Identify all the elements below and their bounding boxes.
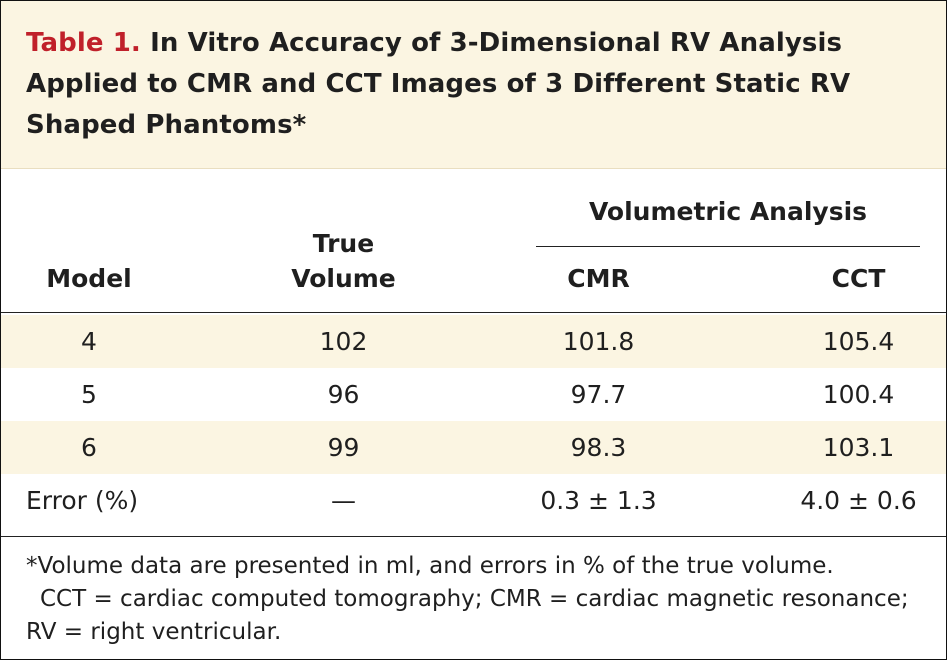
cell-cct: 100.4 xyxy=(822,380,895,409)
table-row: 6 99 98.3 103.1 xyxy=(1,421,946,474)
header-rule xyxy=(1,312,946,313)
table-title: Table 1. In Vitro Accuracy of 3-Dimensio… xyxy=(26,23,906,146)
cell-true-volume: 96 xyxy=(327,380,360,409)
cell-cmr-error: 0.3 ± 1.3 xyxy=(540,486,657,515)
error-row: Error (%) — 0.3 ± 1.3 4.0 ± 0.6 xyxy=(1,474,946,527)
table-footnote: *Volume data are presented in ml, and er… xyxy=(26,550,926,649)
true-volume-header-line2: Volume xyxy=(291,264,396,293)
column-header-model: Model xyxy=(46,264,132,293)
cell-cct-error: 4.0 ± 0.6 xyxy=(800,486,917,515)
cell-cct: 105.4 xyxy=(822,327,895,356)
table-row: 4 102 101.8 105.4 xyxy=(1,315,946,368)
cell-true-volume: 99 xyxy=(327,433,360,462)
cell-cmr: 98.3 xyxy=(570,433,627,462)
cell-cct: 103.1 xyxy=(822,433,895,462)
column-header-cmr: CMR xyxy=(567,264,630,293)
table-number: Table 1. xyxy=(26,28,141,58)
volumetric-analysis-header: Volumetric Analysis xyxy=(588,197,868,226)
cell-true-volume: 102 xyxy=(319,327,368,356)
cell-model: 5 xyxy=(81,380,97,409)
table-title-text: In Vitro Accuracy of 3-Dimensional RV An… xyxy=(26,28,851,140)
footnote-line-3: RV = right ventricular. xyxy=(26,619,282,645)
column-header-cct: CCT xyxy=(831,264,886,293)
cell-model: 6 xyxy=(81,433,97,462)
cell-cmr: 97.7 xyxy=(570,380,627,409)
cell-true-volume-error: — xyxy=(331,486,356,515)
table-title-box: Table 1. In Vitro Accuracy of 3-Dimensio… xyxy=(1,1,946,169)
footnote-line-2: CCT = cardiac computed tomography; CMR =… xyxy=(40,586,909,612)
footer-rule xyxy=(1,536,946,537)
column-header-true-volume: True Volume xyxy=(271,226,416,296)
true-volume-header-line1: True xyxy=(312,229,375,258)
error-row-label: Error (%) xyxy=(26,486,139,515)
cell-model: 4 xyxy=(81,327,97,356)
footnote-line-1: *Volume data are presented in ml, and er… xyxy=(26,553,834,579)
table-header xyxy=(1,169,946,312)
group-header-rule xyxy=(536,246,920,247)
table-row: 5 96 97.7 100.4 xyxy=(1,368,946,421)
cell-cmr: 101.8 xyxy=(562,327,635,356)
